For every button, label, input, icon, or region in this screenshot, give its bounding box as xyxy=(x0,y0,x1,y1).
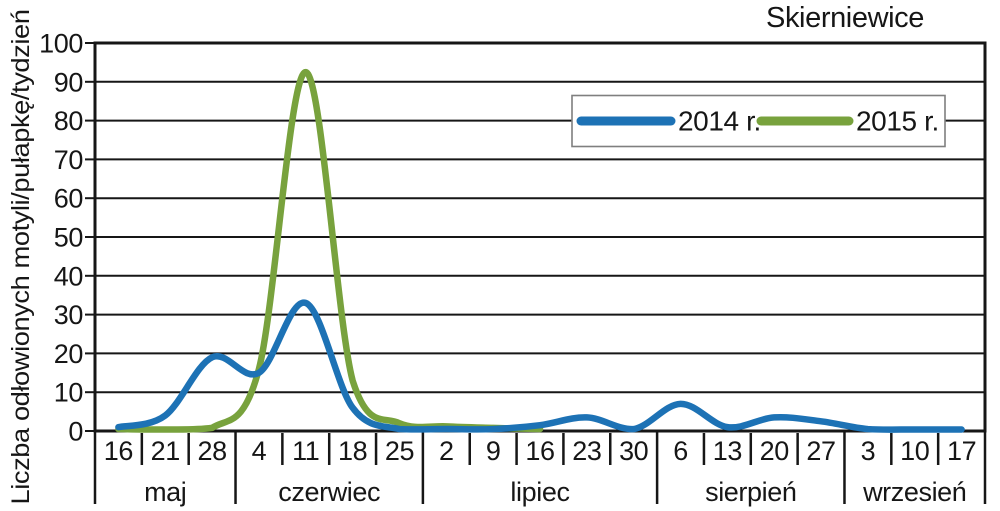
x-date-label: 3 xyxy=(861,436,876,466)
x-date-label: 13 xyxy=(713,436,742,466)
x-date-label: 23 xyxy=(572,436,601,466)
series-line-2015r xyxy=(115,68,544,433)
x-date-label: 16 xyxy=(525,436,554,466)
chart-title: Skierniewice xyxy=(766,2,924,34)
month-label: maj xyxy=(144,477,186,507)
legend-label-2014: 2014 r. xyxy=(678,106,761,137)
x-date-label: 25 xyxy=(385,436,414,466)
x-date-label: 16 xyxy=(104,436,133,466)
y-tick-label: 80 xyxy=(54,106,83,136)
x-date-label: 2 xyxy=(439,436,454,466)
x-date-label: 4 xyxy=(252,436,267,466)
x-date-label: 6 xyxy=(673,436,688,466)
x-date-label: 20 xyxy=(760,436,789,466)
x-date-label: 10 xyxy=(900,436,929,466)
x-date-label: 18 xyxy=(338,436,367,466)
x-date-label: 11 xyxy=(292,436,319,466)
y-axis-labels: 0 10 20 30 40 50 60 70 80 90 100 xyxy=(39,29,83,447)
y-tick-label: 100 xyxy=(39,29,83,59)
month-label: lipiec xyxy=(510,477,569,507)
y-axis-label: Liczba odłowionych motyli/pułapkę/tydzie… xyxy=(7,10,35,505)
legend-label-2015: 2015 r. xyxy=(856,106,939,137)
x-date-label: 17 xyxy=(947,436,976,466)
month-label: sierpień xyxy=(705,477,796,507)
x-date-label: 30 xyxy=(619,436,648,466)
gridlines xyxy=(95,80,985,394)
y-tick-label: 20 xyxy=(54,339,83,369)
y-tick-label: 30 xyxy=(54,300,83,330)
x-date-label: 28 xyxy=(197,436,226,466)
y-tick-label: 60 xyxy=(54,184,83,214)
series-line-2014r xyxy=(115,299,965,433)
y-axis-ticks xyxy=(85,42,95,432)
y-tick-label: 50 xyxy=(54,223,83,253)
month-label: czerwiec xyxy=(278,477,380,507)
legend: 2014 r. 2015 r. xyxy=(571,94,946,148)
y-tick-label: 90 xyxy=(54,67,83,97)
month-label: wrzesień xyxy=(862,477,966,507)
data-series xyxy=(115,68,965,433)
x-date-label: 27 xyxy=(806,436,835,466)
x-date-label: 9 xyxy=(486,436,501,466)
y-tick-label: 40 xyxy=(54,261,83,291)
x-date-label: 21 xyxy=(151,436,180,466)
y-tick-label: 10 xyxy=(54,378,83,408)
y-tick-label: 0 xyxy=(68,417,83,447)
y-tick-label: 70 xyxy=(54,145,83,175)
